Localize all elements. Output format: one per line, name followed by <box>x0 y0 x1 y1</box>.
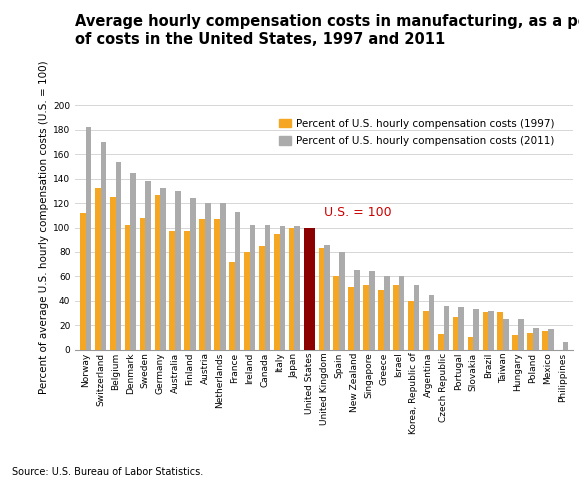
Bar <box>259 246 265 350</box>
Bar <box>160 188 166 350</box>
Bar <box>101 142 107 350</box>
Bar <box>324 245 330 350</box>
Text: Source: U.S. Bureau of Labor Statistics.: Source: U.S. Bureau of Labor Statistics. <box>12 467 203 477</box>
Bar <box>235 212 240 350</box>
Bar <box>116 161 121 350</box>
Bar <box>303 228 315 350</box>
Bar <box>408 301 413 350</box>
Bar <box>542 331 548 350</box>
Bar <box>199 219 205 350</box>
Bar <box>369 272 375 350</box>
Bar <box>548 329 554 350</box>
Bar <box>533 328 538 350</box>
Bar <box>334 276 339 350</box>
Bar <box>378 290 384 350</box>
Bar <box>428 295 434 350</box>
Bar <box>423 310 428 350</box>
Bar <box>229 262 235 350</box>
Bar <box>518 319 524 350</box>
Bar <box>289 228 295 350</box>
Bar <box>86 127 91 350</box>
Bar <box>393 285 399 350</box>
Bar <box>503 319 509 350</box>
Bar <box>140 218 145 350</box>
Bar <box>170 231 175 350</box>
Bar <box>124 225 130 350</box>
Bar <box>95 188 101 350</box>
Text: Average hourly compensation costs in manufacturing, as a percent
of costs in the: Average hourly compensation costs in man… <box>75 14 579 47</box>
Bar <box>214 219 220 350</box>
Bar <box>145 181 151 350</box>
Bar <box>318 248 324 350</box>
Bar <box>473 309 479 350</box>
Y-axis label: Percent of average U.S. hourly compensation costs (U.S. = 100): Percent of average U.S. hourly compensat… <box>39 61 49 394</box>
Bar <box>280 226 285 350</box>
Bar <box>190 198 196 350</box>
Bar <box>295 226 300 350</box>
Bar <box>482 312 488 350</box>
Bar <box>339 252 345 350</box>
Bar <box>488 310 494 350</box>
Bar <box>250 225 255 350</box>
Bar <box>468 337 473 350</box>
Bar <box>354 270 360 350</box>
Bar <box>130 172 136 350</box>
Bar <box>220 203 226 350</box>
Bar <box>205 203 211 350</box>
Bar <box>363 285 369 350</box>
Bar <box>184 231 190 350</box>
Bar <box>155 194 160 350</box>
Bar <box>527 332 533 350</box>
Bar <box>175 191 181 350</box>
Bar <box>110 197 116 350</box>
Bar <box>512 335 518 350</box>
Bar <box>497 312 503 350</box>
Bar <box>244 252 250 350</box>
Bar <box>453 317 459 350</box>
Text: U.S. = 100: U.S. = 100 <box>324 206 392 219</box>
Bar <box>349 287 354 350</box>
Bar <box>459 307 464 350</box>
Bar <box>384 276 390 350</box>
Bar <box>444 306 449 350</box>
Bar <box>274 234 280 350</box>
Legend: Percent of U.S. hourly compensation costs (1997), Percent of U.S. hourly compens: Percent of U.S. hourly compensation cost… <box>276 115 558 149</box>
Bar <box>80 213 86 350</box>
Bar <box>265 225 270 350</box>
Bar <box>413 285 419 350</box>
Bar <box>399 276 405 350</box>
Bar <box>563 342 569 350</box>
Bar <box>438 334 444 350</box>
